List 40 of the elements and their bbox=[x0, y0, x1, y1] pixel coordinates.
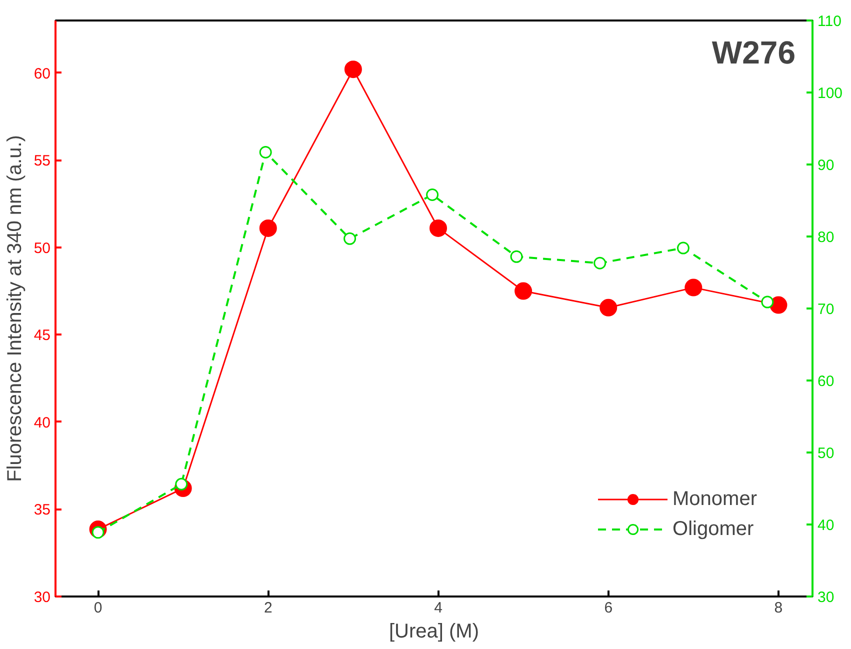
y2-tick-label: 50 bbox=[818, 445, 834, 462]
point bbox=[344, 60, 362, 78]
point bbox=[600, 298, 618, 316]
y-tick-label: 55 bbox=[34, 152, 51, 170]
point bbox=[684, 278, 702, 296]
y-tick-label: 50 bbox=[34, 240, 51, 257]
x-axis-title: [Urea] (M) bbox=[389, 620, 479, 642]
y2-tick-label: 80 bbox=[818, 229, 834, 246]
point bbox=[344, 232, 356, 245]
x-tick-label: 4 bbox=[434, 600, 442, 616]
legend-label: Monomer bbox=[672, 488, 757, 510]
point bbox=[594, 256, 606, 270]
point bbox=[259, 146, 272, 158]
y-tick-label: 35 bbox=[34, 502, 51, 519]
y2-tick-label: 30 bbox=[818, 589, 834, 606]
y2-tick-label: 70 bbox=[818, 301, 834, 318]
point bbox=[770, 296, 788, 314]
y-tick-label: 40 bbox=[34, 414, 51, 432]
x-tick-label: 0 bbox=[94, 600, 102, 616]
y2-tick-label: 110 bbox=[818, 13, 842, 30]
point bbox=[430, 219, 448, 237]
y2-tick-label: 90 bbox=[818, 157, 834, 174]
x-tick-label: 2 bbox=[264, 600, 272, 616]
y-axis-title: Fluorescence Intensity at 340 nm (a.u.) bbox=[4, 135, 26, 482]
point bbox=[761, 296, 774, 308]
point bbox=[676, 242, 690, 254]
y2-tick-label: 40 bbox=[818, 517, 834, 534]
point bbox=[259, 219, 277, 237]
y-tick-label: 60 bbox=[34, 65, 51, 82]
y-tick-label: 45 bbox=[34, 327, 51, 344]
x-tick-label: 6 bbox=[604, 600, 613, 616]
y-tick-label: 30 bbox=[34, 589, 51, 606]
y2-tick-label: 100 bbox=[818, 85, 843, 102]
point bbox=[510, 250, 523, 263]
point bbox=[514, 282, 532, 300]
x-tick-label: 8 bbox=[774, 600, 783, 616]
legend-label: Oligomer bbox=[672, 518, 754, 540]
y2-tick-label: 60 bbox=[818, 373, 834, 390]
text: W276 bbox=[712, 34, 796, 70]
point bbox=[426, 188, 439, 201]
